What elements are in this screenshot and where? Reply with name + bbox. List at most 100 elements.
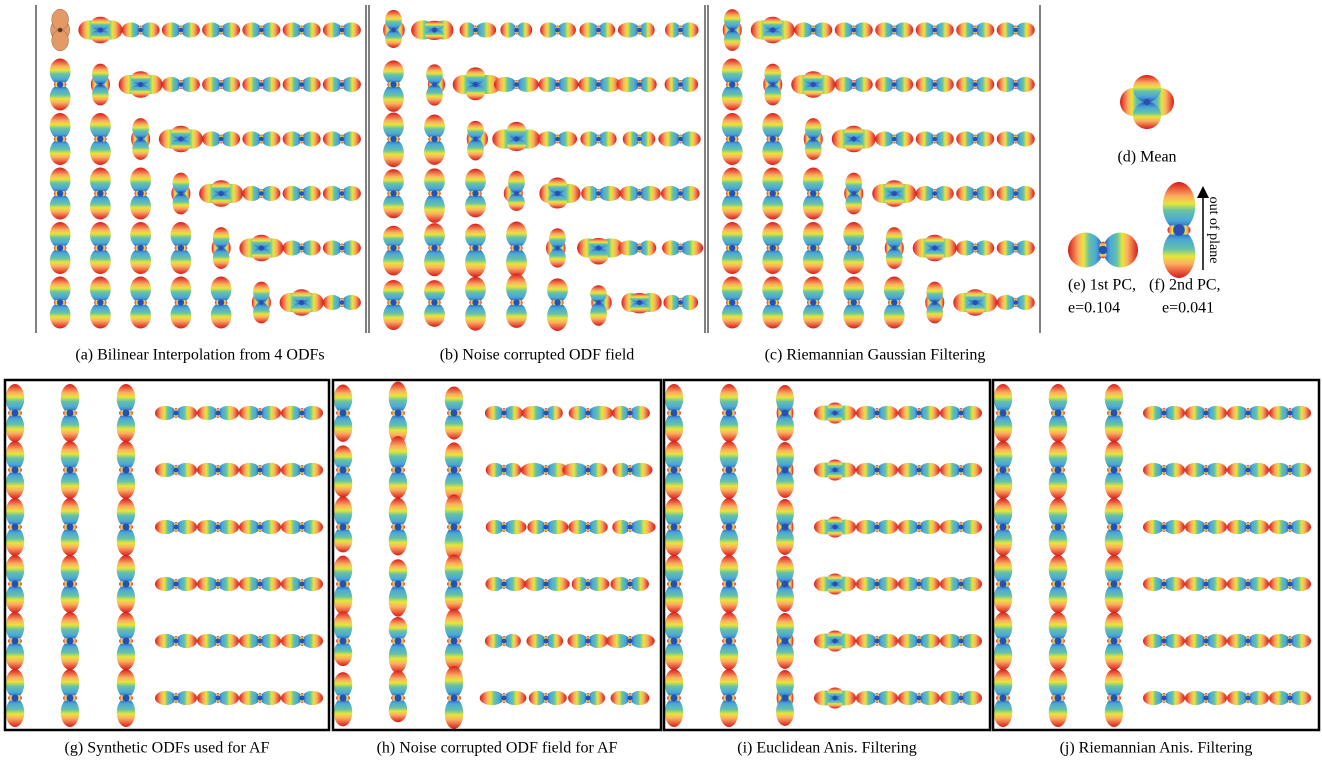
center xyxy=(1203,410,1208,415)
odf-glyph xyxy=(90,222,111,274)
odf-glyph xyxy=(506,222,527,277)
center xyxy=(259,191,264,196)
center xyxy=(340,410,347,417)
lobe xyxy=(460,22,476,37)
lobe xyxy=(762,194,783,220)
odf-glyph xyxy=(856,577,898,591)
lobe xyxy=(1105,698,1124,727)
center xyxy=(637,191,642,196)
odf-glyph xyxy=(117,384,136,442)
lobe xyxy=(506,222,527,248)
lobe xyxy=(843,277,864,303)
center xyxy=(299,695,304,700)
center xyxy=(1000,581,1007,588)
lobe xyxy=(877,520,898,534)
odf-glyph xyxy=(334,611,353,666)
lobe xyxy=(90,194,111,220)
odf-glyph xyxy=(884,277,905,329)
center xyxy=(958,581,963,586)
lobe xyxy=(994,470,1013,499)
odf-glyph xyxy=(389,498,408,556)
center xyxy=(179,28,184,33)
lobe xyxy=(854,22,873,37)
lobe xyxy=(588,577,609,591)
center xyxy=(671,410,678,417)
lobe xyxy=(776,470,794,498)
lobe xyxy=(956,22,975,37)
center xyxy=(1000,410,1007,417)
lobe xyxy=(630,577,649,591)
center xyxy=(501,695,506,700)
lobe xyxy=(342,186,361,201)
lobe xyxy=(1049,555,1068,584)
lobe xyxy=(242,186,261,201)
odf-glyph xyxy=(940,520,982,534)
odf-glyph xyxy=(898,520,940,534)
lobe xyxy=(1290,520,1311,534)
lobe xyxy=(6,669,25,698)
center xyxy=(637,246,642,251)
lobe xyxy=(720,612,739,641)
odf-glyph xyxy=(940,406,982,420)
lobe xyxy=(445,609,464,641)
lobe xyxy=(197,520,218,534)
lobe xyxy=(1164,406,1185,420)
lobe xyxy=(170,222,191,248)
center xyxy=(1055,524,1062,531)
lobe xyxy=(176,520,197,534)
lobe xyxy=(961,577,982,591)
center xyxy=(892,246,897,251)
odf-glyph xyxy=(1269,520,1311,534)
center xyxy=(431,299,437,305)
lobe xyxy=(940,463,961,477)
lobe xyxy=(323,131,342,146)
odf-glyph xyxy=(424,168,445,223)
lobe xyxy=(1068,233,1103,268)
lobe xyxy=(61,641,80,670)
center xyxy=(932,137,937,142)
lobe xyxy=(940,577,961,591)
odf-glyph xyxy=(1185,520,1227,534)
center xyxy=(179,191,184,196)
lobe xyxy=(117,584,136,613)
lobe xyxy=(302,463,323,477)
lobe xyxy=(640,77,657,92)
center xyxy=(514,28,519,33)
lobe xyxy=(486,463,504,477)
lobe xyxy=(50,277,71,303)
lobe xyxy=(334,527,353,552)
lobe xyxy=(218,691,239,705)
lobe xyxy=(1105,612,1124,641)
lobe xyxy=(764,64,781,85)
center xyxy=(513,299,519,305)
center xyxy=(1287,410,1292,415)
center xyxy=(1161,695,1166,700)
lobe xyxy=(630,691,649,705)
lobe xyxy=(50,248,71,274)
odf-glyph xyxy=(445,666,464,729)
lobe xyxy=(506,303,527,328)
lobe xyxy=(334,672,353,698)
lobe xyxy=(567,634,588,648)
odf-glyph xyxy=(1049,384,1068,442)
lobe xyxy=(1163,230,1196,278)
odf-glyph xyxy=(239,577,281,591)
odf-glyph xyxy=(875,22,913,37)
lobe xyxy=(720,555,739,584)
center xyxy=(12,695,19,702)
odf-glyph xyxy=(1163,182,1196,278)
lobe xyxy=(389,382,408,413)
odf-glyph xyxy=(872,180,916,206)
odf-glyph xyxy=(997,77,1035,92)
lobe xyxy=(141,22,160,37)
center xyxy=(1161,638,1166,643)
center xyxy=(973,191,978,196)
odf-glyph xyxy=(997,131,1035,146)
odf-glyph xyxy=(613,463,653,477)
center xyxy=(395,695,402,702)
lobe xyxy=(997,295,1016,310)
lobe xyxy=(1016,77,1035,92)
lobe xyxy=(1049,527,1068,556)
lobe xyxy=(302,406,323,420)
lobe xyxy=(283,77,302,92)
